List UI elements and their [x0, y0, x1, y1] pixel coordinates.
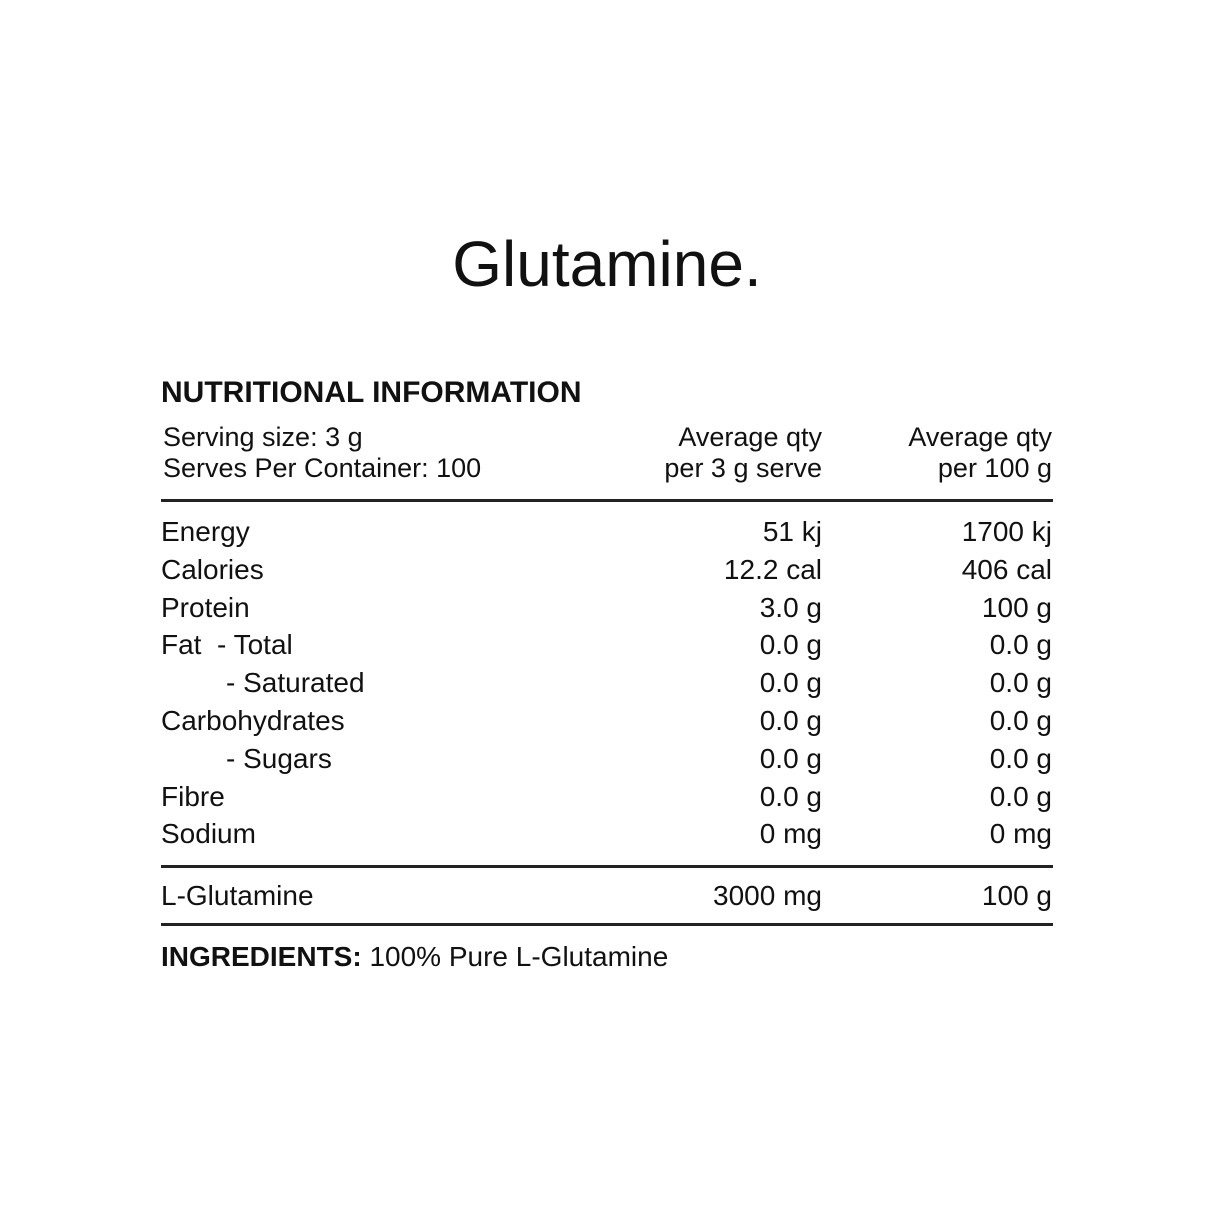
- row-label: - Saturated: [226, 667, 365, 699]
- row-value: 0.0 g: [759, 780, 822, 812]
- row-value: 100 g: [981, 880, 1052, 911]
- divider: [161, 923, 1053, 926]
- row-value: 0.0 g: [989, 780, 1052, 812]
- row-label: Calories: [161, 553, 264, 585]
- row-label: L-Glutamine: [161, 880, 314, 911]
- divider: [161, 499, 1053, 502]
- ingredients-text: 100% Pure L-Glutamine: [369, 941, 669, 972]
- row-value: 0 mg: [989, 818, 1052, 850]
- serves-per-container: Serves Per Container: 100: [163, 453, 482, 483]
- serving-size: Serving size: 3 g: [163, 422, 363, 452]
- row-label: Sodium: [161, 818, 256, 850]
- row-value: 0.0 g: [989, 705, 1052, 736]
- row-value: 0.0 g: [759, 742, 822, 774]
- section-title: NUTRITIONAL INFORMATION: [161, 376, 582, 409]
- row-value: 0.0 g: [989, 629, 1052, 661]
- row-value: 3000 mg: [713, 880, 822, 911]
- column-header: per 100 g: [937, 453, 1052, 483]
- column-header: per 3 g serve: [664, 453, 822, 483]
- row-value: 51 kj: [762, 516, 822, 547]
- row-value: 406 cal: [961, 553, 1052, 585]
- row-label: Energy: [161, 516, 250, 547]
- row-value: 12.2 cal: [723, 553, 822, 585]
- row-label: Fat - Total: [161, 629, 293, 661]
- row-value: 0.0 g: [989, 742, 1052, 774]
- row-value: 0.0 g: [759, 629, 822, 661]
- row-label: Fibre: [161, 780, 225, 812]
- title: Glutamine.: [452, 228, 762, 300]
- row-label: Carbohydrates: [161, 705, 345, 736]
- row-value: 0.0 g: [759, 705, 822, 736]
- row-value: 1700 kj: [961, 516, 1052, 547]
- column-header: Average qty: [908, 422, 1052, 452]
- row-label: - Sugars: [226, 742, 332, 774]
- row-value: 0 mg: [759, 818, 822, 850]
- row-value: 100 g: [981, 591, 1052, 623]
- ingredients: INGREDIENTS: 100% Pure L-Glutamine: [161, 943, 668, 971]
- column-header: Average qty: [678, 422, 822, 452]
- row-label: Protein: [161, 591, 250, 623]
- ingredients-label: INGREDIENTS:: [161, 941, 362, 972]
- divider: [161, 865, 1053, 868]
- row-value: 0.0 g: [759, 667, 822, 699]
- row-value: 0.0 g: [989, 667, 1052, 699]
- row-value: 3.0 g: [759, 591, 822, 623]
